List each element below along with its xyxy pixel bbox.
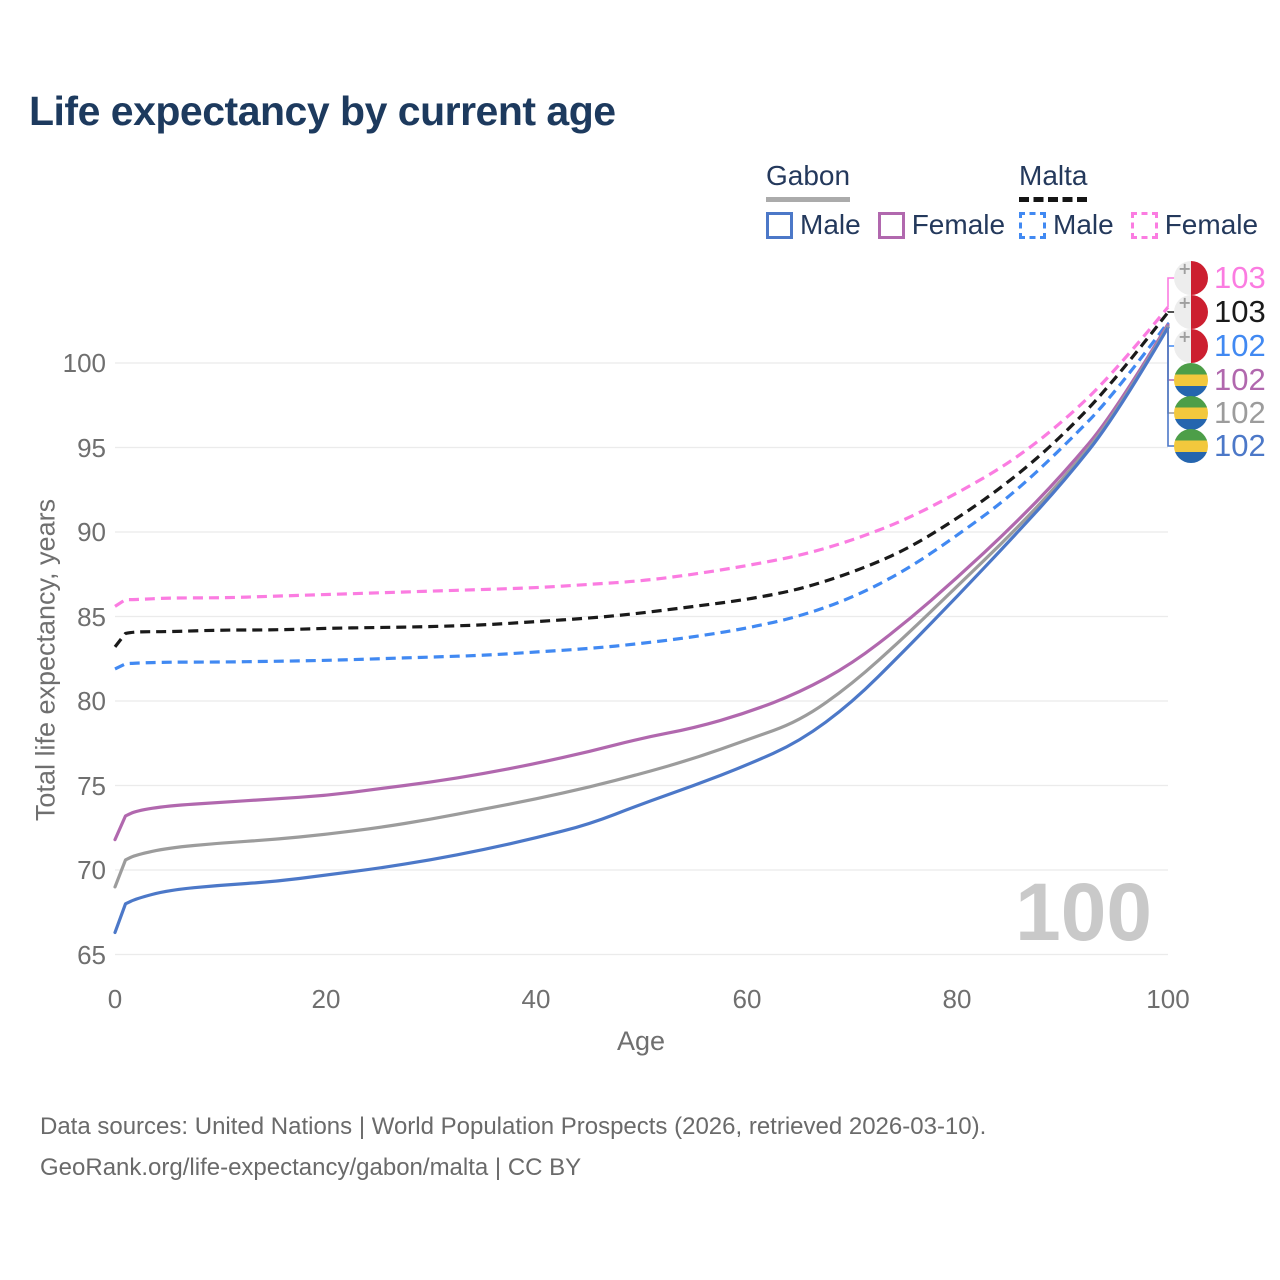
end-label-value: 103 [1214, 260, 1266, 295]
gabon-flag-icon [1174, 429, 1208, 463]
malta-female-swatch-icon[interactable] [1130, 211, 1158, 239]
x-tick-label-20: 20 [311, 984, 341, 1014]
series-line-malta-total[interactable] [113, 311, 1170, 648]
gabon-flag-icon [1174, 363, 1208, 397]
legend-label-malta-male[interactable]: Male [1053, 209, 1114, 240]
malta-male-swatch-icon[interactable] [1019, 211, 1046, 239]
y-tick-label-80: 80 [77, 686, 106, 716]
series-line-gabon-female[interactable] [113, 322, 1170, 842]
end-label-value: 102 [1214, 395, 1266, 430]
end-label-value: 102 [1214, 328, 1266, 363]
end-label-row: 102 [1174, 396, 1266, 430]
end-label-row: 102 [1174, 429, 1266, 463]
y-tick-label-70: 70 [77, 855, 106, 885]
x-tick-label-60: 60 [732, 984, 762, 1014]
footer: Data sources: United Nations | World Pop… [40, 1106, 986, 1188]
footer-sources: Data sources: United Nations | World Pop… [40, 1113, 987, 1140]
y-tick-label-90: 90 [77, 517, 106, 547]
legend-gabon-row: Male Female [766, 209, 1022, 241]
series-line-malta-male[interactable] [114, 321, 1170, 671]
x-axis-title: Age [616, 1026, 666, 1056]
hovered-age-watermark: 100 [1015, 867, 1152, 958]
end-label-row: +103 [1174, 295, 1266, 329]
leader-line-gabon-male [1167, 327, 1175, 447]
legend-group-gabon: Gabon Male Female [766, 160, 1022, 241]
end-label-row: +103 [1174, 261, 1266, 295]
end-label-row: +102 [1174, 329, 1266, 363]
x-tick-label-0: 0 [107, 984, 123, 1014]
series-line-malta-female[interactable] [114, 306, 1170, 608]
end-label-value: 103 [1214, 294, 1266, 329]
legend-gabon-header[interactable]: Gabon [766, 160, 851, 202]
gabon-flag-icon [1174, 396, 1208, 430]
malta-cross-icon: + [1178, 261, 1192, 278]
series-line-gabon-male[interactable] [113, 325, 1170, 935]
y-axis-title: Total life expectancy, years [30, 498, 61, 822]
y-tick-label-65: 65 [77, 940, 106, 970]
end-label-value: 102 [1214, 428, 1266, 463]
page-title: Life expectancy by current age [29, 88, 616, 134]
y-tick-label-75: 75 [77, 771, 106, 801]
footer-attribution: GeoRank.org/life-expectancy/gabon/malta … [40, 1154, 582, 1181]
y-tick-label-85: 85 [77, 602, 106, 632]
malta-cross-icon: + [1178, 329, 1192, 346]
legend-malta-header[interactable]: Malta [1019, 160, 1088, 202]
malta-flag-icon: + [1174, 295, 1208, 329]
legend-malta-row: Male Female [1019, 209, 1275, 241]
x-tick-label-100: 100 [1146, 984, 1190, 1014]
malta-flag-icon: + [1174, 261, 1208, 295]
gabon-female-swatch-icon[interactable] [877, 211, 905, 239]
y-tick-label-100: 100 [62, 348, 106, 378]
malta-cross-icon: + [1178, 295, 1192, 312]
legend-label-malta-female[interactable]: Female [1164, 209, 1259, 240]
legend-label-gabon-female[interactable]: Female [911, 209, 1006, 240]
series-line-gabon-total[interactable] [113, 324, 1170, 889]
end-label-row: 102 [1174, 363, 1266, 397]
legend-group-malta: Malta Male Female [1019, 160, 1275, 241]
x-tick-label-40: 40 [521, 984, 551, 1014]
legend-label-gabon-male[interactable]: Male [800, 209, 861, 240]
gabon-male-swatch-icon[interactable] [766, 211, 793, 239]
leader-line-malta-female [1167, 277, 1175, 308]
malta-flag-icon: + [1174, 329, 1208, 363]
x-tick-label-80: 80 [942, 984, 972, 1014]
y-tick-label-95: 95 [77, 433, 106, 463]
end-label-value: 102 [1214, 362, 1266, 397]
